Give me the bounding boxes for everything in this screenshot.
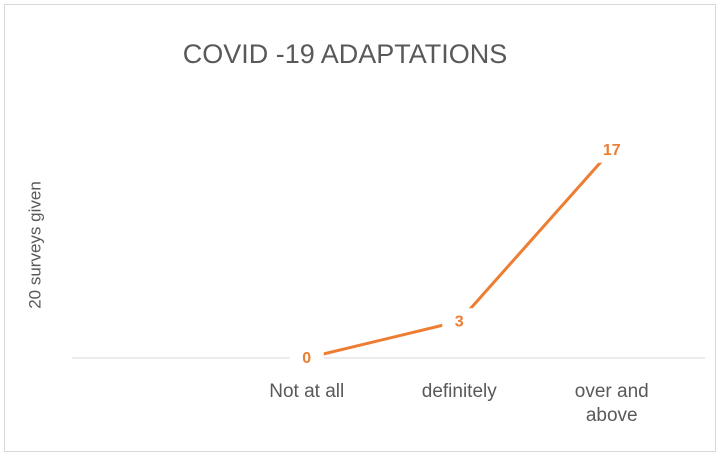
chart-title: COVID -19 ADAPTATIONS <box>183 39 508 69</box>
data-label: 3 <box>455 313 464 330</box>
data-label: 0 <box>302 350 311 367</box>
chart-border <box>4 4 716 452</box>
data-label-bg <box>289 345 324 371</box>
y-axis-label: 20 surveys given <box>25 181 44 309</box>
x-tick-label: definitely <box>421 381 497 402</box>
data-label: 17 <box>603 142 621 159</box>
x-tick-label: over and above <box>574 381 649 426</box>
x-tick-label: Not at all <box>269 381 345 402</box>
data-label-bg <box>442 308 477 335</box>
data-label-bg <box>594 136 629 163</box>
